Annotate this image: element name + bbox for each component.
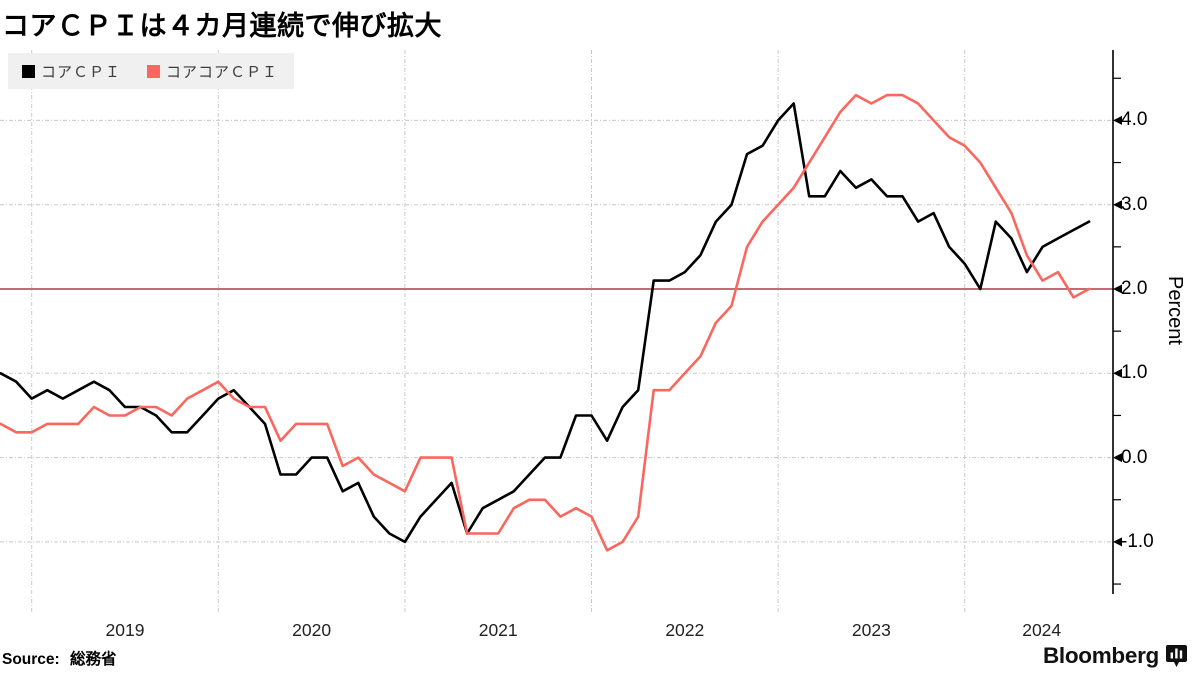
legend-item-core-cpi: コアＣＰＩ <box>22 61 121 82</box>
y-axis-title: Percent <box>1164 275 1186 345</box>
bloomberg-wordmark: Bloomberg <box>1042 643 1159 668</box>
legend-label-core-cpi: コアＣＰＩ <box>41 63 122 81</box>
source-label: Source: <box>2 651 60 668</box>
chart-title: コアＣＰＩは４カ月連続で伸び拡大 <box>2 11 442 41</box>
bloomberg-bars-icon <box>1166 645 1187 667</box>
x-tick-2022: 2022 <box>665 620 705 640</box>
corecore-cpi-swatch-icon <box>147 64 161 78</box>
legend-label-corecore-cpi: コアコアＣＰＩ <box>166 63 279 81</box>
y-tick-3.0: 3.0 <box>1121 193 1148 215</box>
bloomberg-logo: Bloomberg <box>1043 643 1187 669</box>
x-tick-2020: 2020 <box>292 620 332 640</box>
y-tick-4.0: 4.0 <box>1121 109 1148 131</box>
x-tick-2024: 2024 <box>1022 620 1062 640</box>
source-line: Source: 総務省 <box>2 647 117 669</box>
y-tick-1.0: 1.0 <box>1121 362 1148 384</box>
legend-item-corecore-cpi: コアコアＣＰＩ <box>147 61 278 82</box>
legend: コアＣＰＩ コアコアＣＰＩ <box>8 53 295 89</box>
source-value: 総務省 <box>70 651 117 668</box>
y-tick--1.0: -1.0 <box>1121 530 1154 552</box>
y-tick-2.0: 2.0 <box>1121 278 1148 299</box>
x-tick-2019: 2019 <box>105 620 145 640</box>
y-tick-0.0: 0.0 <box>1121 446 1148 468</box>
x-tick-2021: 2021 <box>478 620 518 640</box>
x-tick-2023: 2023 <box>851 620 891 640</box>
core-cpi-swatch-icon <box>22 64 35 78</box>
